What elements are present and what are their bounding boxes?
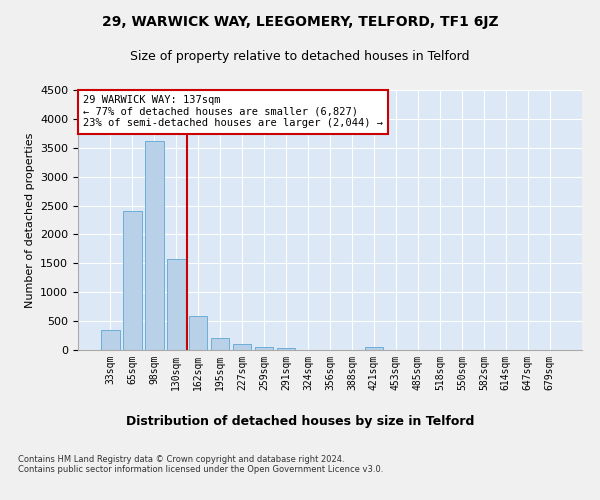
Bar: [365, 347, 383, 350]
Text: Size of property relative to detached houses in Telford: Size of property relative to detached ho…: [130, 50, 470, 63]
Bar: [145, 141, 164, 350]
Bar: [189, 316, 208, 350]
Bar: [101, 330, 119, 350]
Y-axis label: Number of detached properties: Number of detached properties: [25, 132, 35, 308]
Bar: [211, 338, 229, 350]
Bar: [233, 344, 251, 350]
Bar: [167, 260, 185, 350]
Text: 29, WARWICK WAY, LEEGOMERY, TELFORD, TF1 6JZ: 29, WARWICK WAY, LEEGOMERY, TELFORD, TF1…: [101, 15, 499, 29]
Bar: [255, 346, 274, 350]
Bar: [123, 212, 142, 350]
Text: Contains HM Land Registry data © Crown copyright and database right 2024.
Contai: Contains HM Land Registry data © Crown c…: [18, 455, 383, 474]
Text: 29 WARWICK WAY: 137sqm
← 77% of detached houses are smaller (6,827)
23% of semi-: 29 WARWICK WAY: 137sqm ← 77% of detached…: [83, 95, 383, 128]
Text: Distribution of detached houses by size in Telford: Distribution of detached houses by size …: [126, 415, 474, 428]
Bar: [277, 348, 295, 350]
